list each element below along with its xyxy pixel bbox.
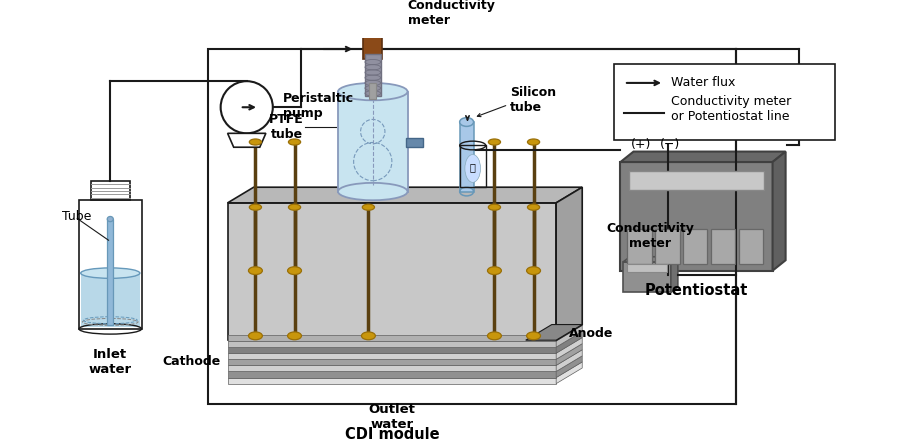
Bar bbox=[405, 138, 423, 147]
Ellipse shape bbox=[489, 139, 501, 145]
Polygon shape bbox=[556, 344, 582, 365]
Text: Outlet
water: Outlet water bbox=[369, 403, 415, 431]
Ellipse shape bbox=[527, 332, 541, 340]
Polygon shape bbox=[556, 362, 582, 384]
Bar bbox=[91, 181, 130, 200]
Bar bbox=[684, 229, 707, 264]
Polygon shape bbox=[556, 187, 582, 340]
Bar bbox=[655, 229, 680, 264]
Circle shape bbox=[221, 81, 273, 133]
Ellipse shape bbox=[249, 139, 262, 145]
Ellipse shape bbox=[81, 268, 140, 278]
Text: Peristaltic
pump: Peristaltic pump bbox=[284, 92, 354, 120]
Ellipse shape bbox=[249, 332, 263, 340]
Polygon shape bbox=[556, 331, 582, 353]
Text: Tube: Tube bbox=[61, 210, 91, 223]
Text: PTFE
tube: PTFE tube bbox=[268, 113, 303, 140]
Ellipse shape bbox=[488, 332, 501, 340]
Ellipse shape bbox=[249, 267, 263, 275]
Polygon shape bbox=[556, 319, 582, 341]
Bar bbox=[627, 264, 667, 272]
Bar bbox=[228, 372, 556, 377]
Ellipse shape bbox=[361, 332, 375, 340]
Ellipse shape bbox=[338, 83, 407, 100]
Ellipse shape bbox=[107, 217, 113, 222]
Text: (−): (−) bbox=[660, 138, 680, 151]
Bar bbox=[107, 219, 113, 325]
Ellipse shape bbox=[527, 139, 540, 145]
Bar bbox=[614, 64, 835, 140]
Ellipse shape bbox=[527, 204, 540, 210]
Bar bbox=[228, 335, 556, 341]
Text: Anode: Anode bbox=[569, 327, 614, 340]
Polygon shape bbox=[623, 257, 678, 262]
Bar bbox=[228, 359, 556, 365]
Bar bbox=[228, 353, 556, 359]
Text: Conductivity meter
or Potentiostat line: Conductivity meter or Potentiostat line bbox=[671, 95, 791, 123]
Bar bbox=[628, 229, 651, 264]
Polygon shape bbox=[556, 356, 582, 377]
Bar bbox=[228, 365, 556, 372]
Ellipse shape bbox=[527, 267, 541, 275]
Ellipse shape bbox=[465, 155, 480, 183]
Bar bbox=[228, 347, 556, 353]
Bar bbox=[630, 171, 764, 190]
Ellipse shape bbox=[489, 204, 501, 210]
Text: Conductivity
meter: Conductivity meter bbox=[607, 222, 694, 250]
Polygon shape bbox=[556, 326, 582, 347]
Ellipse shape bbox=[287, 267, 301, 275]
Text: Conductivity
meter: Conductivity meter bbox=[407, 0, 495, 27]
Ellipse shape bbox=[488, 267, 501, 275]
Bar bbox=[459, 122, 474, 191]
Bar bbox=[711, 229, 735, 264]
Bar bbox=[370, 83, 376, 98]
Polygon shape bbox=[556, 338, 582, 359]
Bar bbox=[363, 0, 382, 59]
Ellipse shape bbox=[287, 332, 301, 340]
Text: Potentiostat: Potentiostat bbox=[645, 283, 748, 298]
Text: CDI module: CDI module bbox=[345, 427, 439, 442]
Bar bbox=[623, 262, 671, 292]
Bar bbox=[79, 200, 142, 329]
Polygon shape bbox=[228, 187, 582, 203]
Bar bbox=[208, 49, 736, 404]
Polygon shape bbox=[228, 133, 266, 147]
Bar bbox=[228, 377, 556, 384]
Ellipse shape bbox=[288, 139, 301, 145]
Bar bbox=[81, 273, 140, 327]
Bar bbox=[365, 54, 381, 96]
Bar bbox=[620, 162, 772, 271]
Bar bbox=[338, 92, 407, 191]
Ellipse shape bbox=[459, 118, 474, 126]
Text: Water flux: Water flux bbox=[671, 76, 736, 89]
Ellipse shape bbox=[362, 204, 374, 210]
Text: Inlet
water: Inlet water bbox=[89, 348, 132, 376]
Ellipse shape bbox=[249, 204, 262, 210]
Bar bbox=[459, 145, 486, 187]
Text: (+): (+) bbox=[631, 138, 651, 151]
Text: 🌊: 🌊 bbox=[469, 162, 476, 172]
Polygon shape bbox=[620, 152, 786, 162]
Polygon shape bbox=[556, 350, 582, 372]
Ellipse shape bbox=[288, 204, 301, 210]
Polygon shape bbox=[772, 152, 786, 271]
Polygon shape bbox=[671, 257, 678, 292]
Bar bbox=[228, 203, 556, 340]
Polygon shape bbox=[526, 325, 582, 340]
Bar bbox=[228, 341, 556, 347]
Text: Cathode: Cathode bbox=[162, 355, 221, 369]
Text: Silicon
tube: Silicon tube bbox=[510, 86, 556, 114]
Ellipse shape bbox=[338, 183, 407, 200]
Bar bbox=[738, 229, 763, 264]
